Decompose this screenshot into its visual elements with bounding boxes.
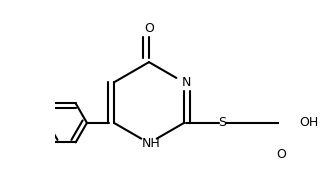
Text: NH: NH [142,137,161,150]
Text: N: N [182,76,191,89]
Text: O: O [276,148,286,161]
Text: O: O [144,22,154,35]
Text: OH: OH [299,116,319,129]
Text: S: S [218,116,226,129]
